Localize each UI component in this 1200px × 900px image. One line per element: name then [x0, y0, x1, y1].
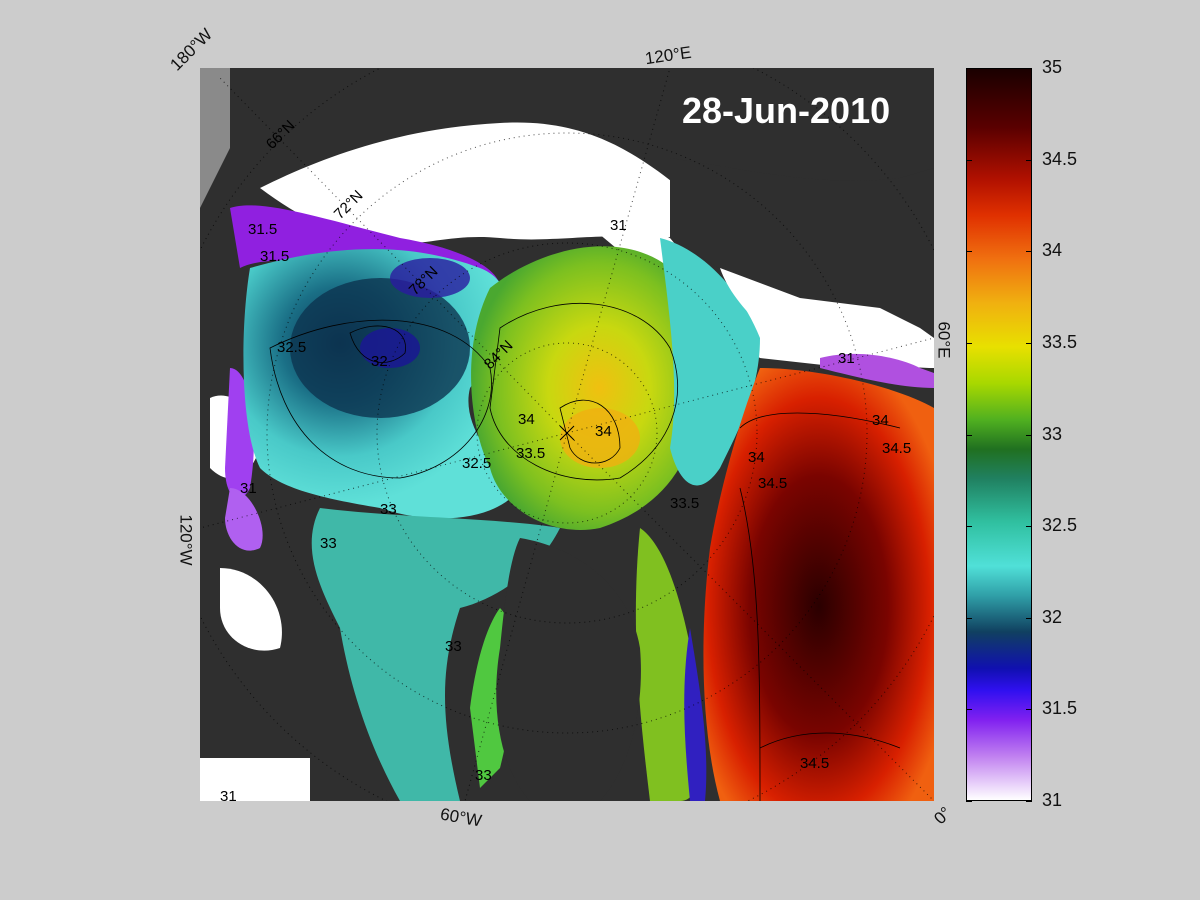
longitude-label-0: 0° — [930, 803, 956, 829]
colorbar-tick-label: 31.5 — [1042, 698, 1078, 719]
contour-label: 34 — [872, 412, 889, 429]
contour-label: 34 — [518, 411, 535, 428]
colorbar-tick-mark — [966, 709, 972, 711]
colorbar-tick-mark — [966, 434, 972, 436]
colorbar-tick-mark — [1026, 709, 1032, 711]
contour-label: 33 — [475, 767, 492, 784]
contour-label: 34.5 — [882, 440, 911, 457]
contour-label: 31 — [838, 350, 855, 367]
contour-label: 32.5 — [277, 339, 306, 356]
colorbar-tick-mark — [1026, 342, 1032, 344]
map-panel: 31.5 31.5 32.5 32 34 34 33.5 32.5 33 34 … — [200, 68, 934, 801]
colorbar-tick-label: 34.5 — [1042, 148, 1078, 169]
colorbar-tick-label: 32 — [1042, 606, 1063, 627]
colorbar-tick-label: 34 — [1042, 240, 1063, 261]
contour-label: 33.5 — [670, 495, 699, 512]
colorbar-tick-mark — [966, 159, 972, 161]
colorbar-tick-mark — [1026, 159, 1032, 161]
contour-label: 31 — [220, 788, 237, 801]
contour-label: 34.5 — [800, 755, 829, 772]
latitude-label: 66°N — [263, 117, 299, 153]
contour-label: 34.5 — [758, 475, 787, 492]
longitude-label-60e: 60°E — [934, 321, 954, 359]
longitude-label-120w: 120°W — [176, 514, 196, 566]
colorbar-tick-mark — [966, 526, 972, 528]
colorbar-tick-label: 32.5 — [1042, 515, 1078, 536]
contour-label: 31 — [240, 480, 257, 497]
colorbar-tick-mark — [1026, 526, 1032, 528]
contour-label: 32 — [371, 353, 388, 370]
contour-label: 33 — [380, 501, 397, 518]
colorbar-tick-mark — [1026, 251, 1032, 253]
colorbar-tick-label: 33 — [1042, 423, 1063, 444]
salinity-map: 31.5 31.5 32.5 32 34 34 33.5 32.5 33 34 … — [200, 68, 934, 801]
contour-label: 34 — [748, 449, 765, 466]
contour-label: 33.5 — [516, 445, 545, 462]
colorbar-tick-mark — [966, 68, 972, 69]
colorbar-tick-mark — [966, 801, 972, 802]
colorbar-tick-mark — [966, 251, 972, 253]
contour-label: 31.5 — [248, 221, 277, 238]
longitude-label-120e: 120°E — [643, 42, 693, 69]
contour-label: 33 — [445, 638, 462, 655]
colorbar-tick-label: 33.5 — [1042, 331, 1078, 352]
date-title: 28-Jun-2010 — [682, 90, 891, 131]
colorbar — [966, 68, 1032, 801]
contour-label: 32.5 — [462, 455, 491, 472]
colorbar-tick-mark — [1026, 68, 1032, 69]
contour-label: 31.5 — [260, 248, 289, 265]
colorbar-tick-mark — [1026, 434, 1032, 436]
contour-label: 31 — [610, 217, 627, 234]
colorbar-tick-mark — [966, 342, 972, 344]
colorbar-tick-mark — [966, 617, 972, 619]
colorbar-tick-label: 31 — [1042, 790, 1063, 810]
colorbar-tick-label: 35 — [1042, 57, 1063, 77]
contour-label: 33 — [320, 535, 337, 552]
contour-label: 34 — [595, 423, 612, 440]
colorbar-tick-mark — [1026, 801, 1032, 802]
longitude-label-60w: 60°W — [438, 804, 484, 831]
colorbar-tick-mark — [1026, 617, 1032, 619]
